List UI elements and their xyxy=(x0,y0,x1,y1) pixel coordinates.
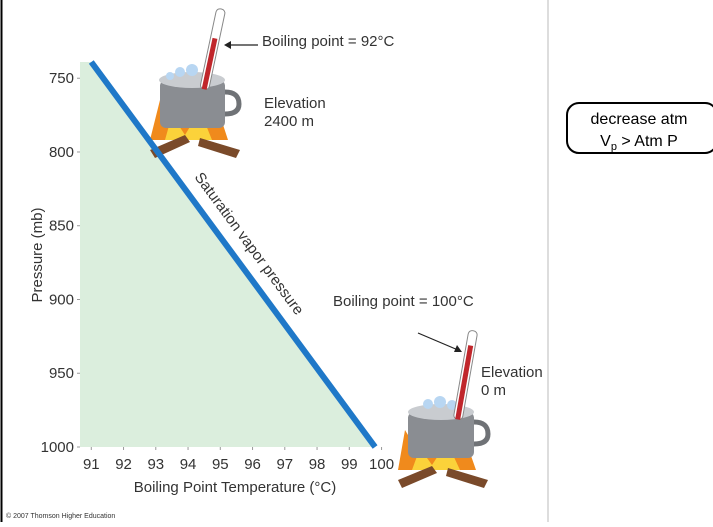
annotation: 0 m xyxy=(481,382,506,399)
annotation: 2400 m xyxy=(264,113,314,130)
annotation: Boiling point = 92°C xyxy=(262,33,395,50)
y-tick-label: 950 xyxy=(49,365,74,382)
y-tick-label: 1000 xyxy=(41,439,74,456)
x-tick-label: 96 xyxy=(244,456,261,473)
chart: 91 92 93 94 95 96 97 98 99 100 750 800 850 900 950 1000… xyxy=(0,0,713,522)
y-tick-label: 800 xyxy=(49,144,74,161)
x-tick-label: 100 xyxy=(369,456,394,473)
copyright: © 2007 Thomson Higher Education xyxy=(6,512,115,520)
annotation: Elevation xyxy=(264,95,326,112)
x-tick-label: 92 xyxy=(115,456,132,473)
callout-v: V xyxy=(600,133,611,150)
callout-text: decrease atm xyxy=(591,111,688,128)
y-tick-label: 750 xyxy=(49,70,74,87)
x-tick-label: 91 xyxy=(83,456,100,473)
annotation: Boiling point = 100°C xyxy=(333,293,474,310)
x-tick-label: 99 xyxy=(341,456,358,473)
x-tick-label: 97 xyxy=(276,456,293,473)
x-tick-label: 98 xyxy=(309,456,326,473)
x-axis-label: Boiling Point Temperature (°C) xyxy=(134,479,336,496)
annotation: Elevation xyxy=(481,364,543,381)
pot-illustration-high xyxy=(150,8,258,158)
y-tick-label: 900 xyxy=(49,291,74,308)
x-tick-label: 93 xyxy=(147,456,164,473)
pot-illustration-low xyxy=(398,330,488,488)
callout-rest: > Atm P xyxy=(617,133,678,150)
x-tick-label: 94 xyxy=(180,456,197,473)
x-tick-label: 95 xyxy=(212,456,229,473)
y-axis-label: Pressure (mb) xyxy=(29,207,46,302)
y-tick-label: 850 xyxy=(49,218,74,235)
